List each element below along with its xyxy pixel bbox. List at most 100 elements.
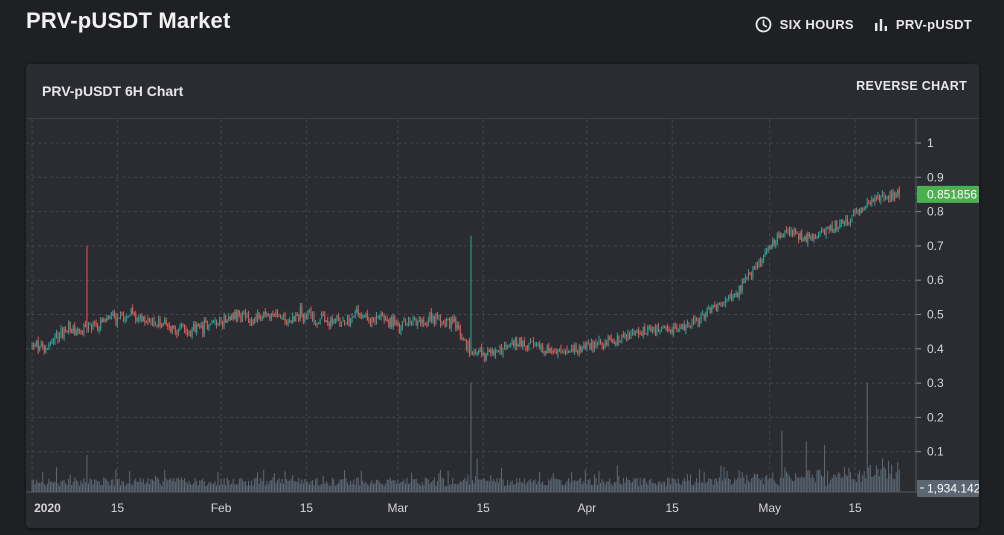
volume-bar: [280, 482, 282, 492]
interval-button[interactable]: SIX HOURS: [755, 16, 854, 33]
volume-bar: [683, 478, 685, 492]
candle-body: [869, 203, 871, 205]
volume-bar: [421, 482, 423, 492]
volume-bar: [449, 484, 451, 492]
volume-bar: [418, 483, 420, 492]
candle-body: [842, 219, 844, 224]
volume-bar: [548, 479, 550, 492]
volume-bar: [732, 483, 734, 492]
candle-body: [487, 350, 489, 356]
candle-body: [39, 346, 41, 351]
volume-bar: [558, 479, 560, 492]
candle-body: [403, 320, 405, 322]
volume-bar: [856, 482, 858, 492]
candle-body: [418, 319, 420, 321]
candle-body: [220, 319, 222, 322]
volume-bar: [729, 479, 731, 492]
candle-body: [793, 228, 795, 234]
candle-body: [345, 323, 347, 325]
volume-bar: [516, 478, 518, 492]
volume-bar: [693, 485, 694, 492]
volume-bar: [851, 479, 853, 492]
candle-body: [536, 344, 538, 346]
volume-bar: [177, 477, 179, 492]
volume-bar: [868, 467, 870, 492]
candle-body: [564, 349, 566, 354]
candle-body: [552, 351, 554, 353]
volume-bar: [336, 484, 338, 492]
candle-body: [465, 340, 467, 349]
candle-body: [86, 327, 88, 329]
price-chart[interactable]: 1 0.9 0.8 0.7 0.6 0.5 0.4 0.3 0.2 0.1 2020 15 Feb 15 M…: [26, 119, 979, 528]
volume-bar: [269, 480, 271, 492]
y-tick-label: 0.7: [927, 239, 944, 253]
candle-body: [295, 314, 297, 322]
candle-body: [805, 236, 807, 243]
volume-bar: [255, 477, 257, 492]
candle-body: [151, 317, 153, 323]
candle-body: [700, 315, 702, 321]
volume-bar: [814, 482, 816, 492]
volume-bar: [340, 479, 342, 492]
volume-bar: [785, 471, 787, 492]
candle-body: [613, 342, 615, 345]
candle-body: [551, 348, 553, 352]
volume-bar: [436, 480, 438, 492]
reverse-chart-button[interactable]: REVERSE CHART: [856, 79, 967, 93]
candle-body: [299, 306, 301, 320]
candle-body: [389, 317, 391, 327]
candle-body: [129, 315, 131, 317]
candle-body: [830, 224, 832, 230]
volume-bar: [647, 484, 649, 492]
volume-bar: [65, 483, 67, 492]
volume-bar: [604, 484, 606, 492]
candle-body: [668, 330, 670, 332]
volume-bar: [426, 478, 428, 492]
volume-bar: [414, 479, 416, 492]
candle-body: [560, 348, 562, 352]
candle-body: [785, 230, 787, 233]
volume-bar: [743, 477, 745, 492]
candle-body: [145, 322, 147, 324]
volume-bar: [104, 478, 106, 492]
volume-bar: [522, 483, 524, 492]
volume-bar: [770, 478, 772, 492]
chart-area[interactable]: 1 0.9 0.8 0.7 0.6 0.5 0.4 0.3 0.2 0.1 2020 15 Feb 15 M…: [26, 119, 979, 528]
candle-body: [412, 319, 414, 325]
volume-bar: [433, 477, 435, 492]
volume-bar: [40, 482, 42, 492]
x-tick-label: 2020: [34, 501, 61, 515]
pair-button[interactable]: PRV-pUSDT: [874, 17, 972, 32]
volume-bar: [344, 469, 346, 492]
volume-bar: [103, 477, 105, 492]
volume-bar: [235, 483, 237, 492]
candle-body: [115, 317, 117, 325]
candle-body: [339, 317, 341, 327]
candle-body: [228, 316, 230, 320]
candle-body: [715, 306, 717, 311]
volume-bar: [191, 485, 193, 492]
volume-bar: [551, 477, 553, 492]
candle-body: [206, 322, 208, 329]
volume-bar: [357, 477, 359, 492]
volume-bar: [321, 483, 323, 492]
candle-body: [891, 192, 893, 200]
candle-body: [444, 322, 446, 327]
volume-bar: [412, 479, 414, 492]
volume-bar: [825, 485, 827, 492]
axis-labels: 1 0.9 0.8 0.7 0.6 0.5 0.4 0.3 0.2 0.1 2020 15 Feb 15 M…: [26, 119, 979, 515]
volume-bar: [126, 484, 128, 492]
candle-body: [66, 331, 68, 333]
y-tick-label: 0.2: [927, 410, 944, 424]
candle-body: [804, 236, 806, 241]
volume-bar: [296, 481, 298, 492]
volume-bar: [656, 484, 658, 492]
volume-bar: [845, 474, 847, 492]
candle-body: [48, 344, 50, 349]
candle-body: [618, 335, 620, 343]
candle-body: [180, 324, 182, 328]
volume-bar: [371, 480, 373, 492]
candle-body: [344, 319, 346, 324]
candle-body: [741, 281, 743, 291]
volume-bar: [286, 478, 288, 492]
